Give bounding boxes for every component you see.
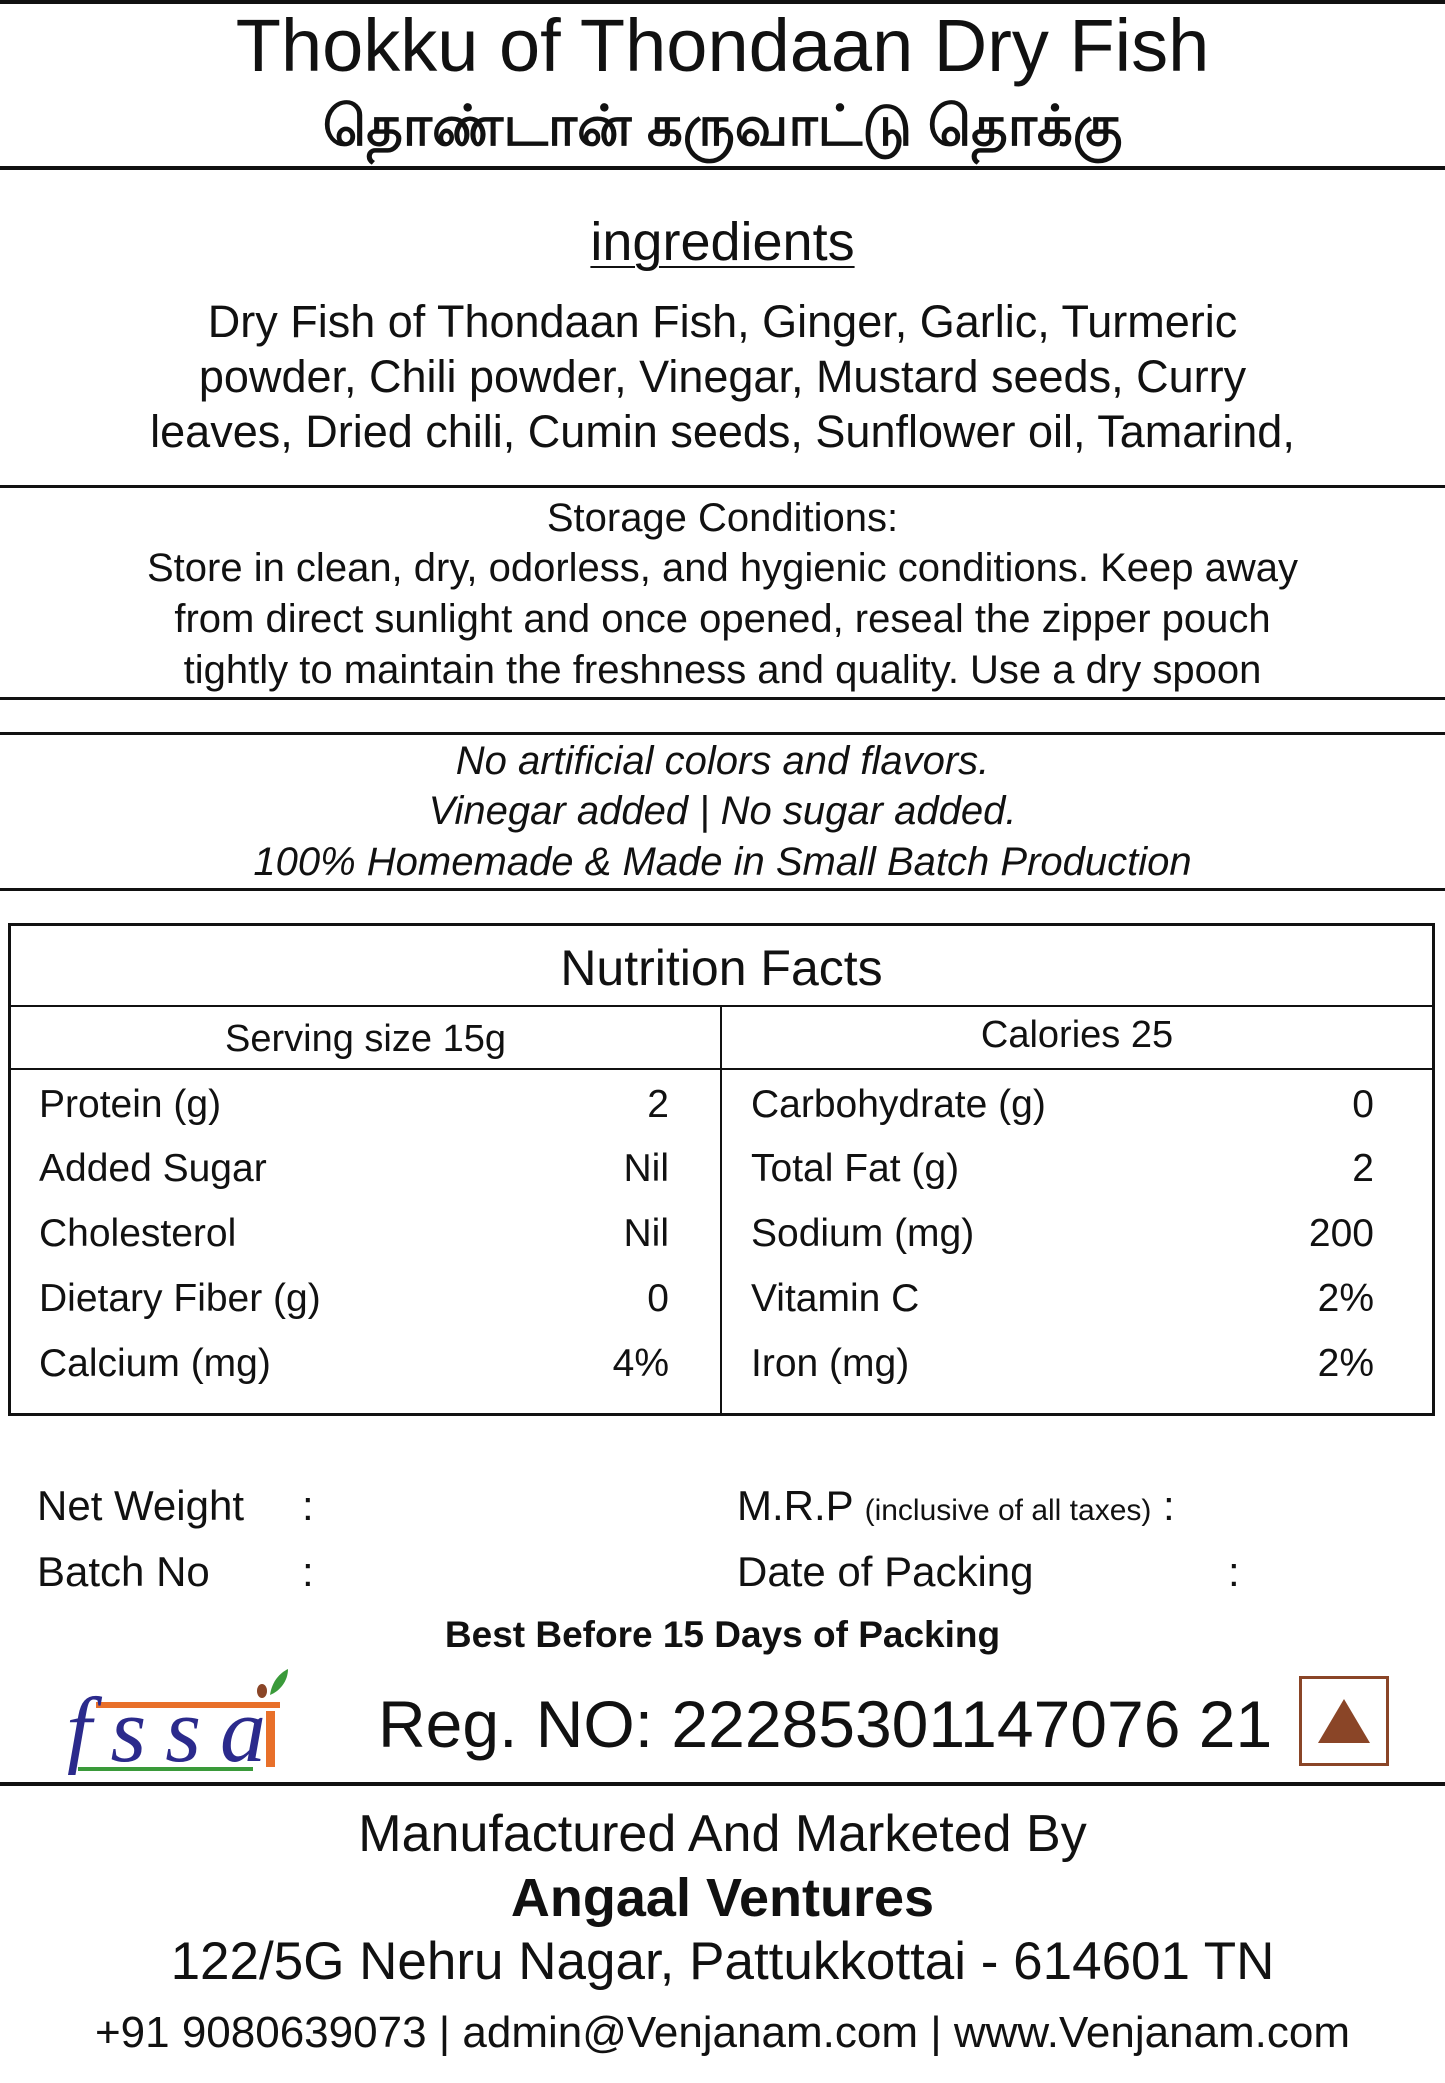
nutrition-facts-table: Nutrition Facts Serving size 15g Calorie… (8, 923, 1435, 1416)
fssai-logo: fssa (66, 1667, 300, 1781)
mrp-note: (inclusive of all taxes) (864, 1494, 1152, 1527)
nutrient-value: 0 (647, 1277, 669, 1320)
ingredients-line: Dry Fish of Thondaan Fish, Ginger, Garli… (207, 296, 1238, 347)
storage-line: Store in clean, dry, odorless, and hygie… (146, 546, 1299, 590)
ingredients-line: leaves, Dried chili, Cumin seeds, Sunflo… (150, 406, 1295, 457)
nutrient-row: Cholesterol Nil (39, 1209, 669, 1259)
mrp-label: M.R.P (inclusive of all taxes) : (737, 1480, 1175, 1537)
divider (0, 0, 1445, 4)
colon: : (302, 1548, 314, 1595)
fssai-reg-no: Reg. NO: 22285301147076 21 (378, 1687, 1273, 1761)
claim-line: No artificial colors and flavors. (455, 739, 990, 783)
ingredients-heading-text: ingredients (590, 212, 855, 272)
nutrient-value: 0 (1352, 1083, 1374, 1126)
company-name: Angaal Ventures (510, 1868, 935, 1928)
column-divider (720, 1006, 722, 1413)
ingredients-line: powder, Chili powder, Vinegar, Mustard s… (198, 351, 1247, 402)
nutrient-value: 2 (647, 1083, 669, 1126)
nutrient-label: Protein (g) (39, 1083, 222, 1126)
nutrient-row: Added Sugar Nil (39, 1144, 669, 1194)
claim-line: Vinegar added | No sugar added. (428, 789, 1017, 833)
nutrient-value: Nil (623, 1212, 670, 1255)
product-title-tamil: தொண்டான் கருவாட்டு தொக்கு (322, 94, 1123, 157)
nutrient-row: Total Fat (g) 2 (751, 1144, 1374, 1194)
nutrient-label: Iron (mg) (751, 1342, 910, 1385)
best-before: Best Before 15 Days of Packing (444, 1614, 1001, 1655)
net-weight-label: Net Weight (37, 1482, 244, 1529)
divider (0, 485, 1445, 488)
calories: Calories 25 (980, 1014, 1174, 1056)
svg-text:fssa: fssa (66, 1679, 266, 1775)
contact-info: +91 9080639073 | admin@Venjanam.com | ww… (94, 2008, 1351, 2057)
nutrient-value: 2% (1317, 1277, 1374, 1320)
divider (0, 166, 1445, 170)
nutrient-row: Vitamin C 2% (751, 1274, 1374, 1324)
batch-no-label: Batch No (37, 1548, 210, 1595)
colon: : (1228, 1548, 1240, 1595)
nutrient-value: 200 (1308, 1212, 1374, 1255)
divider (11, 1068, 1432, 1070)
manufacturer-line: Manufactured And Marketed By (358, 1805, 1087, 1863)
nutrient-label: Sodium (mg) (751, 1212, 975, 1255)
nutrient-label: Dietary Fiber (g) (39, 1277, 321, 1320)
nutrient-label: Cholesterol (39, 1212, 237, 1255)
colon: : (302, 1482, 314, 1529)
nutrient-row: Protein (g) 2 (39, 1080, 669, 1130)
fssai-logo-graphic: fssa (66, 1669, 288, 1781)
nutrient-row: Carbohydrate (g) 0 (751, 1080, 1374, 1130)
nutrient-value: Nil (623, 1147, 670, 1190)
ingredients-heading: ingredients (0, 210, 1445, 274)
mrp-text: M.R.P (737, 1482, 853, 1529)
divider (0, 732, 1445, 735)
nutrient-value: 2 (1352, 1147, 1374, 1190)
nutrient-value: 2% (1317, 1342, 1374, 1385)
storage-line: tightly to maintain the freshness and qu… (183, 648, 1262, 692)
product-title: Thokku of Thondaan Dry Fish (235, 4, 1210, 87)
nutrient-row: Calcium (mg) 4% (39, 1339, 669, 1389)
storage-heading: Storage Conditions: (546, 496, 899, 540)
nutrient-label: Carbohydrate (g) (751, 1083, 1046, 1126)
colon: : (1163, 1482, 1175, 1529)
nutrient-label: Calcium (mg) (39, 1342, 271, 1385)
address: 122/5G Nehru Nagar, Pattukkottai - 61460… (170, 1932, 1275, 1991)
nutrient-label: Total Fat (g) (751, 1147, 960, 1190)
serving-size: Serving size 15g (225, 1018, 506, 1060)
nutrient-value: 4% (612, 1342, 669, 1385)
nutrient-row: Sodium (mg) 200 (751, 1209, 1374, 1259)
nutrient-label: Added Sugar (39, 1147, 267, 1190)
nutrient-row: Iron (mg) 2% (751, 1339, 1374, 1389)
divider (0, 697, 1445, 700)
non-veg-mark-icon (1299, 1676, 1389, 1766)
nutrient-row: Dietary Fiber (g) 0 (39, 1274, 669, 1324)
date-of-packing-label: Date of Packing (737, 1548, 1034, 1595)
claim-line: 100% Homemade & Made in Small Batch Prod… (253, 840, 1192, 884)
divider (0, 888, 1445, 891)
storage-line: from direct sunlight and once opened, re… (174, 597, 1271, 641)
divider (0, 1782, 1445, 1786)
nutrient-label: Vitamin C (751, 1277, 920, 1320)
nutrition-title: Nutrition Facts (560, 940, 883, 996)
